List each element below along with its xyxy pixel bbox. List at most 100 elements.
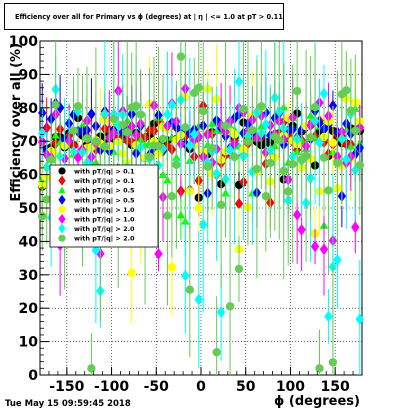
data-point-circle — [306, 133, 315, 142]
data-point-diamond — [73, 151, 83, 164]
data-point-circle — [239, 104, 248, 114]
data-point-circle — [118, 120, 127, 130]
x-tick-label: 150 — [321, 379, 350, 395]
data-point-circle — [163, 211, 172, 220]
title-box: Efficiency over all for Primary vs ϕ (de… — [4, 3, 284, 30]
data-point-diamond — [163, 108, 172, 121]
data-point-circle — [301, 151, 311, 161]
data-point-circle — [176, 52, 186, 61]
data-point-diamond — [185, 139, 195, 152]
x-tick-label: 100 — [276, 379, 305, 395]
y-tick-label: 80 — [19, 101, 39, 117]
data-point-circle — [131, 101, 141, 111]
data-point-circle — [328, 138, 338, 147]
data-point-circle — [292, 86, 302, 96]
data-point-circle — [257, 102, 266, 111]
data-point-circle — [351, 126, 360, 135]
data-point-circle — [145, 152, 154, 161]
data-point-diamond — [58, 194, 66, 205]
data-point-circle — [252, 164, 262, 174]
data-point-circle — [185, 285, 195, 294]
y-tick-label: 50 — [19, 201, 39, 217]
y-tick-label: 60 — [19, 168, 39, 184]
y-tick-label: 30 — [19, 268, 39, 284]
data-point-circle — [172, 160, 181, 169]
y-tick-label: 40 — [19, 234, 39, 250]
data-point-diamond — [58, 175, 66, 186]
data-point-diamond — [216, 306, 226, 318]
data-point-circle — [87, 364, 96, 373]
data-point-diamond — [342, 153, 351, 166]
x-tick-label: -100 — [94, 379, 129, 395]
data-point-circle — [58, 205, 66, 213]
data-point-diamond — [38, 127, 47, 140]
data-point-circle — [167, 263, 177, 272]
data-point-diamond — [292, 209, 302, 221]
data-point-diamond — [225, 144, 235, 157]
y-tick-label: 20 — [19, 301, 39, 317]
data-point-diamond — [310, 240, 320, 253]
x-tick-label: 50 — [236, 379, 256, 395]
legend-entry-label: with pT/|q| > 0.5 — [74, 196, 135, 205]
data-point-circle — [38, 212, 47, 221]
data-point-circle — [158, 134, 168, 144]
legend-box — [49, 164, 159, 248]
legend-entry-label: with pT/|q| > 1.0 — [74, 206, 135, 215]
data-point-circle — [58, 167, 66, 175]
data-point-diamond — [328, 99, 338, 112]
data-point-diamond — [261, 118, 271, 131]
data-point-diamond — [234, 197, 244, 210]
data-point-circle — [324, 186, 333, 195]
data-point-circle — [207, 143, 217, 153]
data-point-diamond — [297, 223, 306, 236]
data-point-circle — [279, 166, 288, 176]
y-tick-label: 90 — [19, 67, 39, 83]
data-point-diamond — [355, 313, 364, 325]
data-point-circle — [261, 191, 271, 201]
data-point-diamond — [194, 293, 203, 306]
data-point-diamond — [319, 243, 329, 256]
data-point-circle — [328, 358, 338, 367]
legend-entry-label: with pT/|q| > 0.5 — [74, 187, 135, 196]
data-point-diamond — [199, 218, 208, 231]
data-point-circle — [342, 86, 351, 95]
data-point-circle — [127, 268, 136, 278]
data-point-circle — [100, 142, 110, 151]
data-point-circle — [221, 121, 230, 130]
data-point-diamond — [58, 213, 66, 225]
data-point-circle — [69, 126, 78, 135]
data-point-triangle — [176, 210, 186, 219]
data-point-circle — [234, 264, 244, 274]
legend-entry-label: with pT/|q| > 0.1 — [74, 168, 135, 177]
data-point-circle — [225, 302, 235, 311]
data-point-circle — [333, 158, 342, 168]
data-point-diamond — [351, 221, 360, 234]
data-point-circle — [346, 106, 356, 115]
data-point-circle — [319, 153, 329, 162]
data-point-circle — [194, 204, 203, 213]
data-point-circle — [288, 159, 297, 169]
data-point-circle — [199, 106, 208, 116]
data-point-circle — [243, 137, 253, 146]
data-point-diamond — [315, 136, 324, 149]
x-tick-label: 0 — [196, 379, 206, 395]
legend-entry-label: with pT/|q| > 2.0 — [74, 235, 135, 244]
y-tick-label: 70 — [19, 134, 39, 150]
data-point-circle — [266, 158, 275, 168]
data-point-circle — [136, 110, 145, 119]
data-point-diamond — [324, 310, 333, 323]
x-tick-label: -50 — [144, 379, 170, 395]
data-point-diamond — [319, 87, 329, 100]
data-point-circle — [355, 161, 364, 170]
data-point-circle — [58, 234, 66, 242]
data-point-circle — [73, 101, 83, 111]
data-point-circle — [123, 127, 132, 137]
x-axis-label: ϕ (degrees) — [274, 394, 360, 409]
y-tick-label: 10 — [19, 335, 39, 351]
data-point-triangle — [58, 186, 66, 194]
x-tick-label: -150 — [49, 379, 84, 395]
data-point-circle — [216, 200, 226, 210]
data-point-circle — [275, 136, 284, 145]
data-point-circle — [315, 364, 324, 373]
